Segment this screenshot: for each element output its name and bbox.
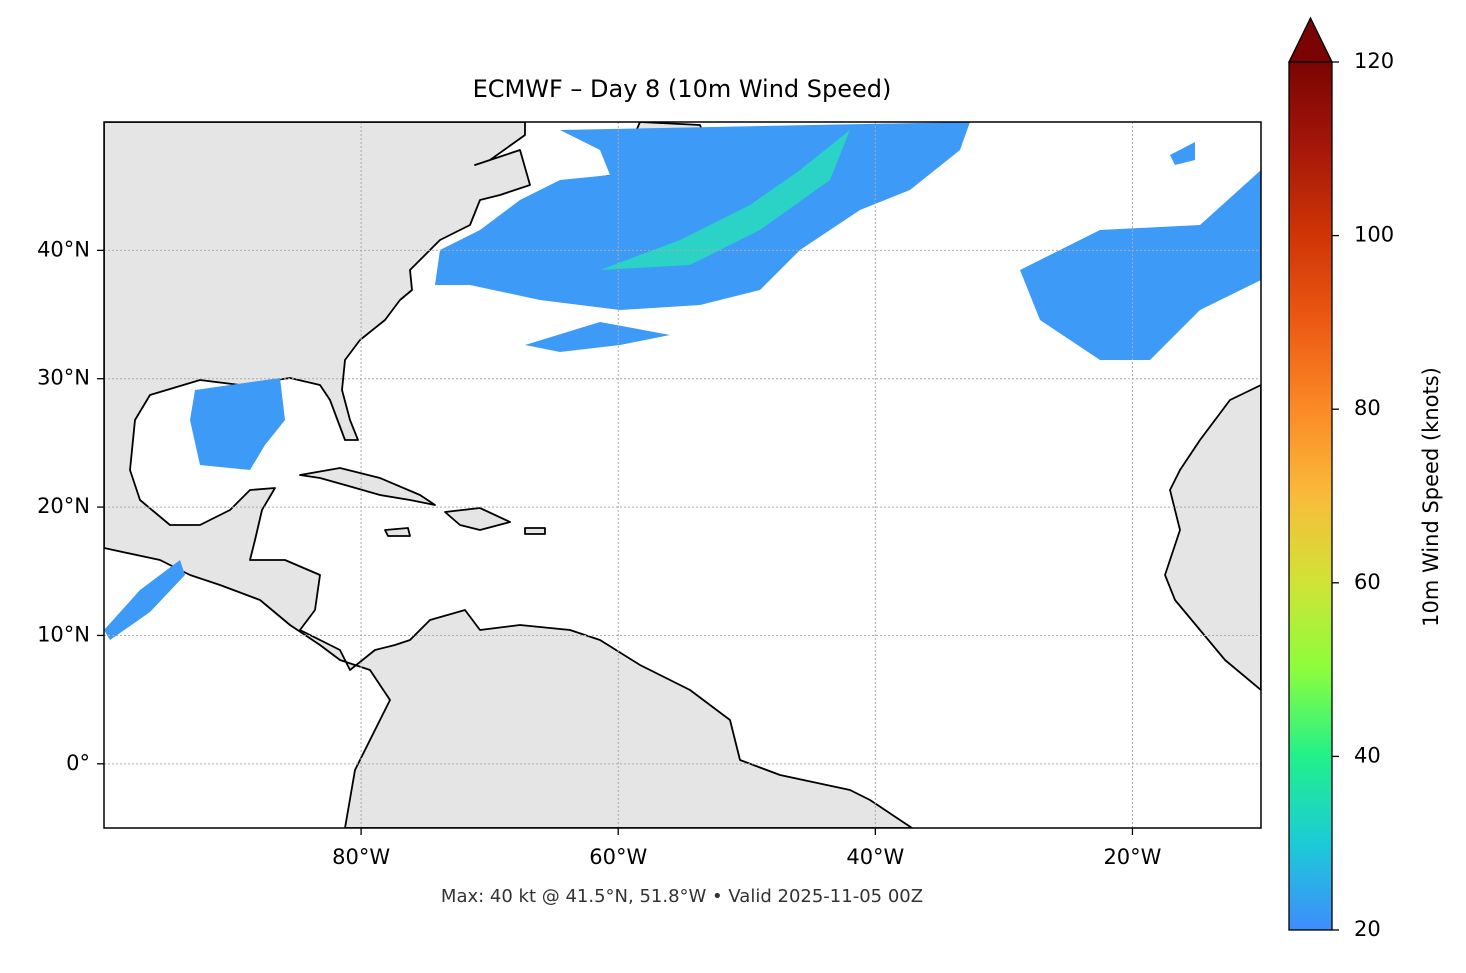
wind-area (1170, 142, 1195, 165)
puerto-rico (524, 527, 546, 535)
wind-area (104, 560, 185, 640)
annotation: Max: 40 kt @ 41.5°N, 51.8°W • Valid 2025… (441, 886, 923, 907)
colorbar-tick-label: 100 (1354, 223, 1394, 247)
x-tick-label: 20°W (1103, 845, 1161, 869)
colorbar-extension (1287, 16, 1334, 63)
colorbar (1289, 62, 1332, 930)
y-tick-label: 10°N (37, 622, 90, 646)
colorbar-tick-label: 40 (1354, 743, 1381, 767)
wind-area (1020, 170, 1261, 360)
hispaniola (444, 507, 511, 531)
y-tick-label: 0° (66, 751, 90, 775)
wind-area (525, 322, 670, 352)
y-tick-label: 40°N (37, 237, 90, 261)
africa (1164, 384, 1261, 691)
y-tick-label: 20°N (37, 494, 90, 518)
grid (104, 122, 1261, 828)
wind-area (190, 378, 285, 470)
colorbar-tick-label: 120 (1354, 49, 1394, 73)
colorbar-frame (1288, 61, 1333, 931)
x-tick-label: 60°W (589, 845, 647, 869)
wind-area (600, 130, 850, 270)
jamaica (384, 527, 411, 537)
y-tick-label: 30°N (37, 366, 90, 390)
colorbar-tick-label: 60 (1354, 570, 1381, 594)
colorbar-tick-label: 80 (1354, 396, 1381, 420)
wind-area (435, 122, 970, 310)
x-tick-label: 80°W (332, 845, 390, 869)
colorbar-label: 10m Wind Speed (knots) (1419, 367, 1443, 627)
map-frame (103, 121, 1262, 829)
colorbar-tick-label: 20 (1354, 917, 1381, 941)
cuba (299, 467, 436, 506)
americas (104, 122, 913, 828)
chart-title: ECMWF – Day 8 (10m Wind Speed) (473, 75, 892, 103)
map-layer (104, 122, 1261, 828)
x-tick-label: 40°W (846, 845, 904, 869)
